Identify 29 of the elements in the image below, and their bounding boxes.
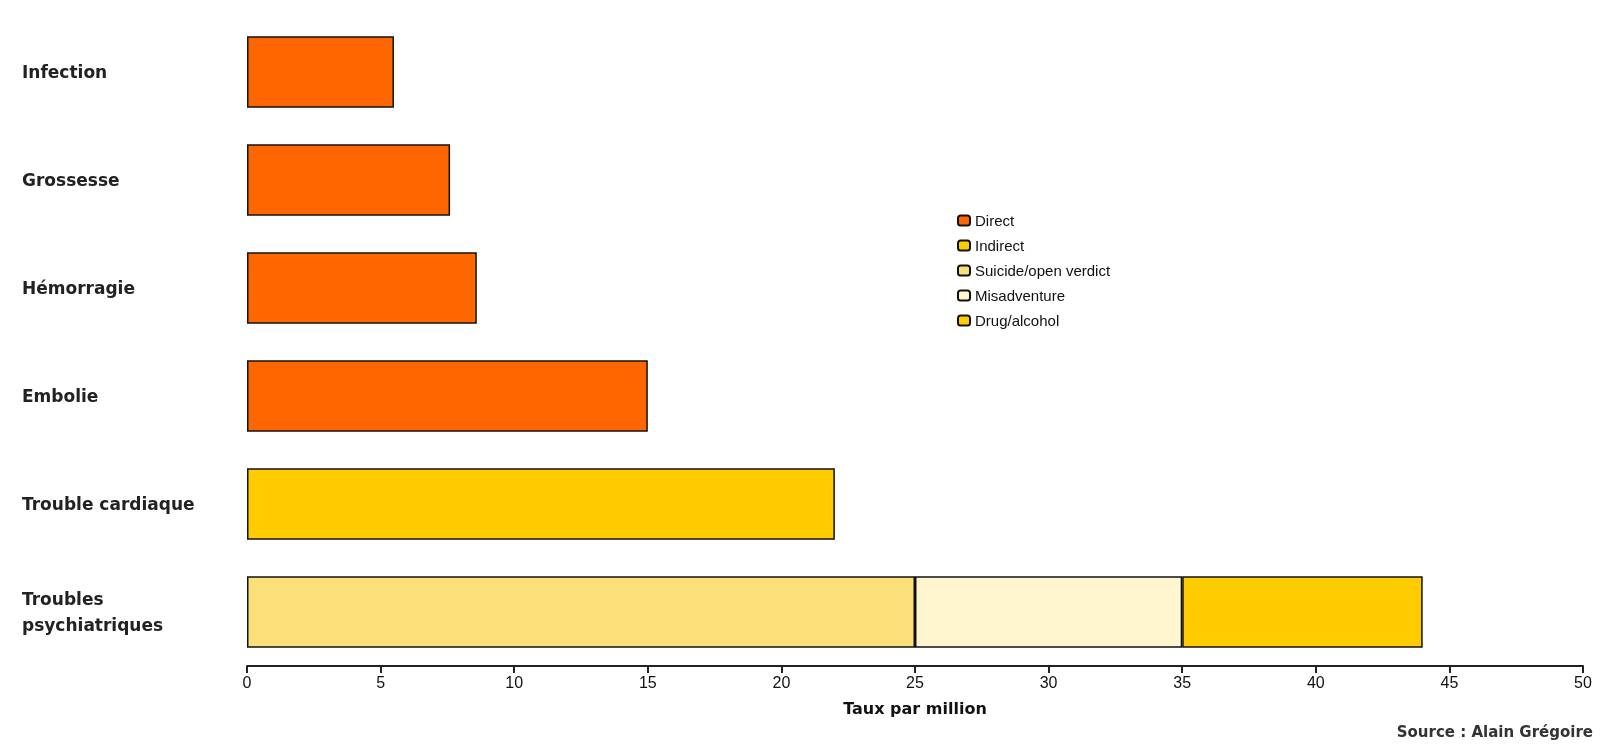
x-tick-label: 35 bbox=[1173, 673, 1192, 691]
x-tick-label: 30 bbox=[1039, 673, 1058, 691]
bar bbox=[247, 468, 835, 540]
x-tick-label: 10 bbox=[505, 673, 524, 691]
x-tick-label: 15 bbox=[638, 673, 657, 691]
bar bbox=[247, 252, 477, 324]
legend-label: Suicide/open verdict bbox=[975, 262, 1111, 279]
x-tick-label: 5 bbox=[376, 673, 386, 691]
y-tick-label: Trouble cardiaque bbox=[22, 494, 195, 514]
x-axis-title: Taux par million bbox=[843, 698, 987, 718]
y-tick-label: Grossesse bbox=[22, 170, 120, 190]
y-tick-label: Hémorragie bbox=[22, 278, 135, 298]
legend-label: Indirect bbox=[975, 237, 1026, 254]
x-tick-label: 50 bbox=[1574, 673, 1592, 691]
source-note: Source : Alain Grégoire bbox=[1396, 722, 1593, 741]
x-tick-label: 0 bbox=[242, 673, 252, 691]
y-tick-label: Embolie bbox=[22, 386, 99, 406]
x-tick-label: 40 bbox=[1306, 673, 1325, 691]
x-tick-label: 20 bbox=[772, 673, 791, 691]
bar bbox=[247, 36, 394, 108]
bar bbox=[247, 144, 451, 216]
legend-label: Direct bbox=[975, 212, 1015, 229]
x-tick-label: 45 bbox=[1440, 673, 1459, 691]
bar bbox=[247, 360, 648, 432]
legend-label: Misadventure bbox=[975, 287, 1066, 304]
y-tick-label: Troubles psychiatriques bbox=[22, 589, 164, 635]
x-tick-label: 25 bbox=[906, 673, 924, 691]
legend-label: Drug/alcohol bbox=[975, 312, 1060, 329]
y-tick-label: Infection bbox=[22, 62, 108, 82]
